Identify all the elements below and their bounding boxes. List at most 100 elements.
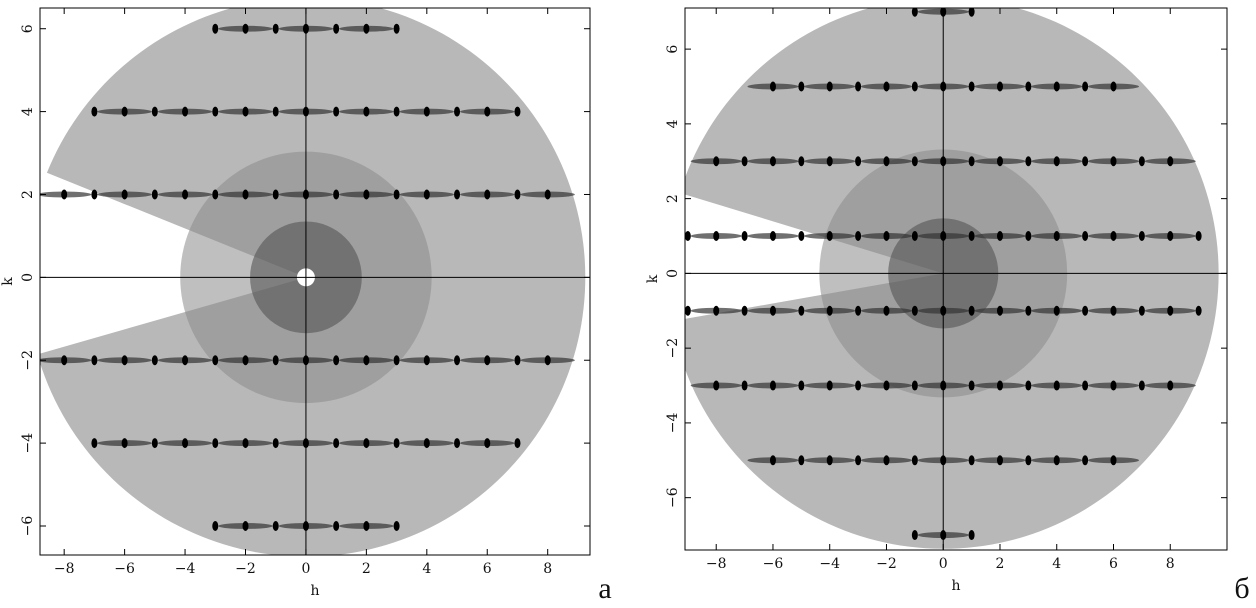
reflection — [454, 355, 460, 365]
reflection — [545, 355, 551, 365]
reflection — [1054, 156, 1060, 166]
y-tick-label: 0 — [20, 273, 36, 282]
reflection — [969, 381, 975, 391]
reflection — [333, 521, 339, 531]
x-tick-label: −6 — [763, 556, 784, 572]
reflection — [969, 306, 975, 316]
y-tick-label: 6 — [20, 24, 36, 33]
reflection — [827, 306, 833, 316]
reflection — [969, 530, 975, 540]
x-tick-label: 6 — [483, 561, 492, 577]
reflection — [1110, 156, 1116, 166]
reflection — [855, 306, 861, 316]
reflection — [912, 156, 918, 166]
reflection — [1139, 381, 1145, 391]
reflection — [969, 81, 975, 91]
reflection — [394, 438, 400, 448]
reflection — [1054, 81, 1060, 91]
y-axis-label: k — [645, 274, 661, 283]
y-tick-label: −4 — [665, 413, 681, 434]
reflection — [855, 156, 861, 166]
reflection — [212, 189, 218, 199]
reflection — [484, 438, 490, 448]
reflection — [394, 355, 400, 365]
reflection — [363, 521, 369, 531]
reflection — [122, 107, 128, 117]
reflection — [997, 306, 1003, 316]
reflection — [827, 455, 833, 465]
reflection — [1167, 306, 1173, 316]
reflection — [1167, 231, 1173, 241]
x-tick-label: −8 — [706, 556, 727, 572]
reflection — [798, 455, 804, 465]
reflection — [333, 355, 339, 365]
reflection — [333, 107, 339, 117]
reflection — [91, 189, 97, 199]
reflection — [742, 306, 748, 316]
reflection — [394, 521, 400, 531]
reflection — [742, 381, 748, 391]
y-tick-label: 4 — [665, 119, 681, 128]
reflection — [1139, 306, 1145, 316]
reflection — [122, 189, 128, 199]
reflection — [685, 306, 691, 316]
reflection — [212, 355, 218, 365]
reflection — [394, 107, 400, 117]
reflection — [212, 521, 218, 531]
reflection — [827, 156, 833, 166]
reflection — [514, 355, 520, 365]
y-tick-label: −4 — [20, 433, 36, 454]
reflection — [1025, 306, 1031, 316]
reflection — [1025, 81, 1031, 91]
reflection — [1139, 156, 1145, 166]
reflection — [182, 355, 188, 365]
reflection — [273, 355, 279, 365]
reflection — [969, 156, 975, 166]
x-tick-label: 8 — [1166, 556, 1175, 572]
reflection — [912, 231, 918, 241]
y-tick-label: 0 — [665, 269, 681, 278]
reflection — [912, 306, 918, 316]
reflection — [61, 355, 67, 365]
reflection — [1167, 381, 1173, 391]
reflection — [212, 438, 218, 448]
reflection — [770, 156, 776, 166]
reflection — [242, 189, 248, 199]
reflection — [484, 107, 490, 117]
x-axis-label: h — [310, 583, 319, 599]
reflection — [454, 438, 460, 448]
reflection — [1110, 231, 1116, 241]
reflection — [1054, 231, 1060, 241]
reflection — [363, 24, 369, 34]
reflection — [997, 381, 1003, 391]
reflection — [798, 231, 804, 241]
reflection — [883, 156, 889, 166]
reflection — [242, 438, 248, 448]
reflection — [798, 156, 804, 166]
reflection — [242, 355, 248, 365]
reflection — [1167, 156, 1173, 166]
reflection — [394, 189, 400, 199]
reflection — [883, 81, 889, 91]
reflection — [424, 189, 430, 199]
x-tick-label: −8 — [54, 561, 75, 577]
reflection — [1054, 455, 1060, 465]
reflection — [770, 306, 776, 316]
reflection — [122, 355, 128, 365]
reflection — [855, 231, 861, 241]
reflection — [1025, 156, 1031, 166]
x-tick-label: −4 — [175, 561, 196, 577]
x-tick-label: −4 — [819, 556, 840, 572]
x-tick-label: 4 — [1052, 556, 1061, 572]
reflection — [997, 231, 1003, 241]
reflection — [1196, 231, 1202, 241]
reflection — [424, 438, 430, 448]
reflection — [1082, 231, 1088, 241]
reflection — [997, 81, 1003, 91]
reflection — [1025, 455, 1031, 465]
y-tick-label: −2 — [665, 338, 681, 359]
reflection — [770, 231, 776, 241]
reflection — [514, 438, 520, 448]
reflection — [855, 455, 861, 465]
panel-label: б — [1234, 572, 1249, 605]
